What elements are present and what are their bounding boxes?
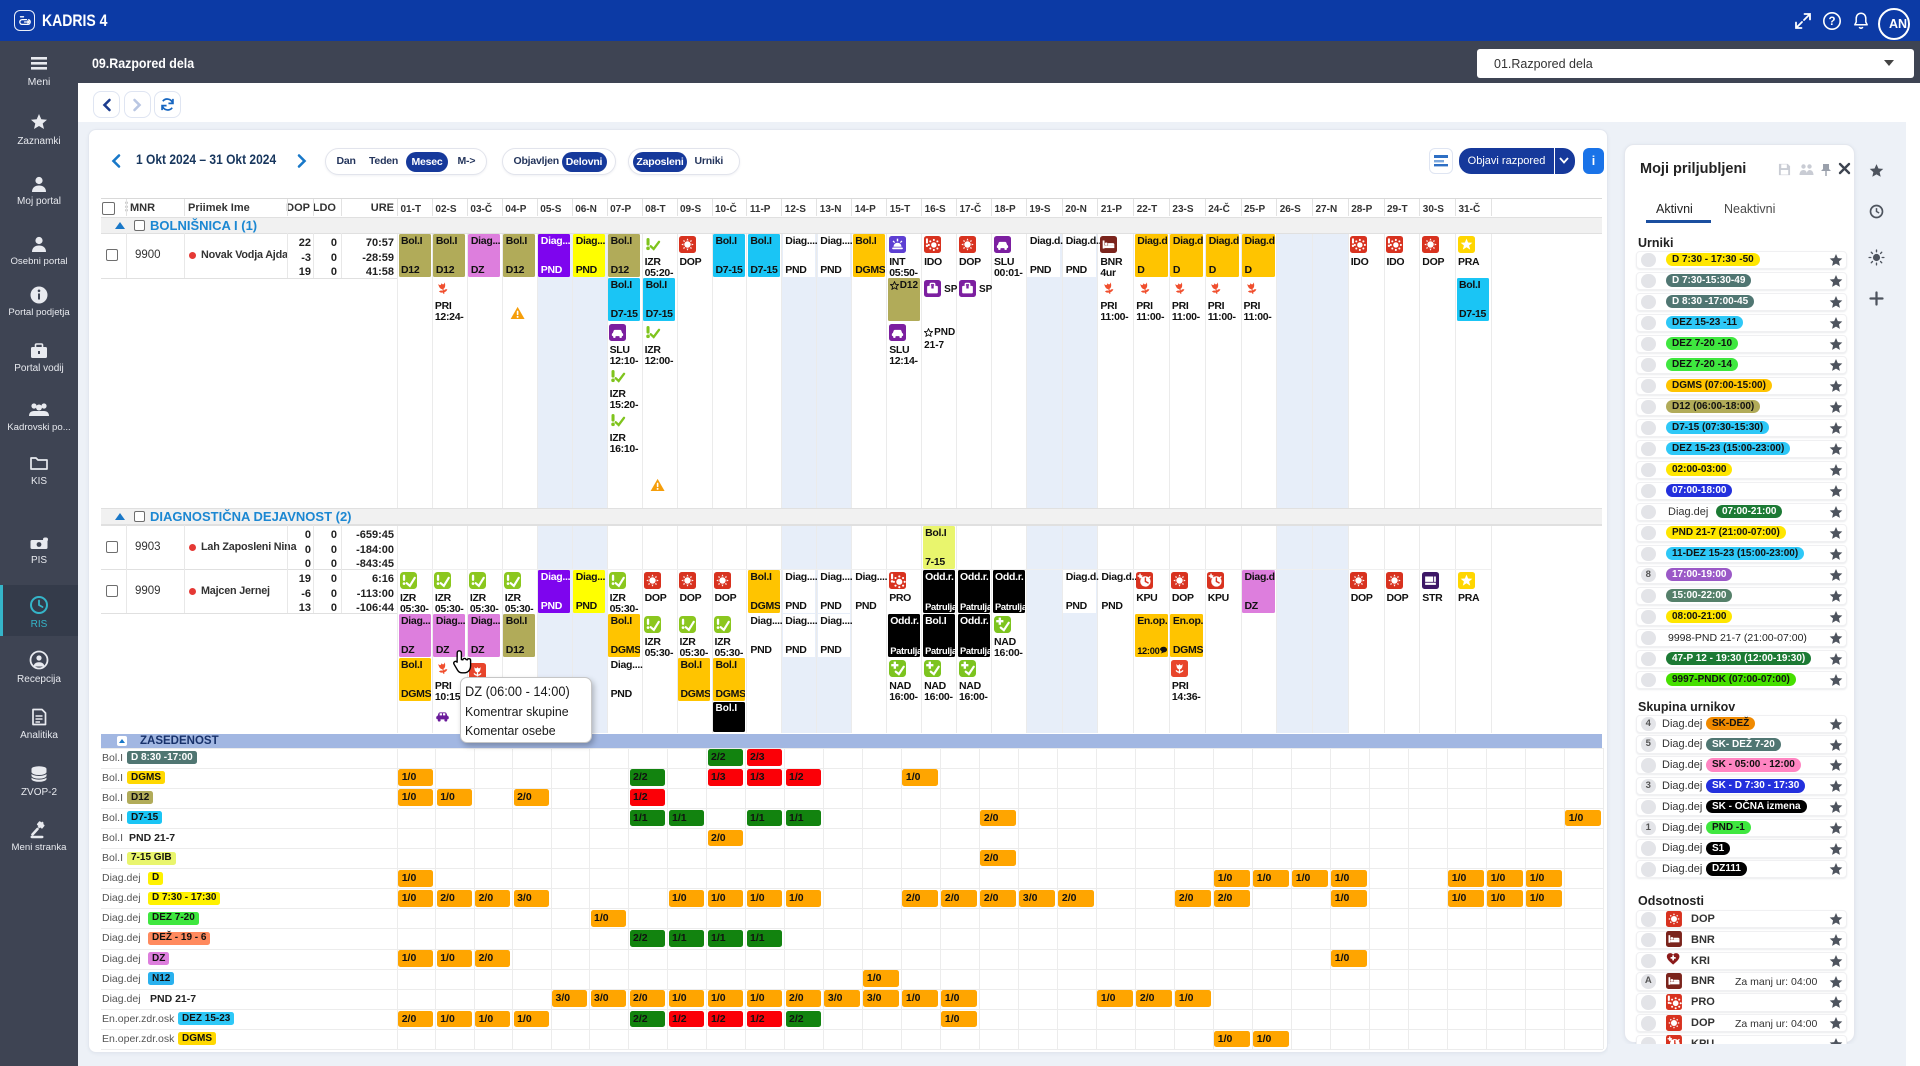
svg-text:?: ? (1828, 16, 1835, 28)
